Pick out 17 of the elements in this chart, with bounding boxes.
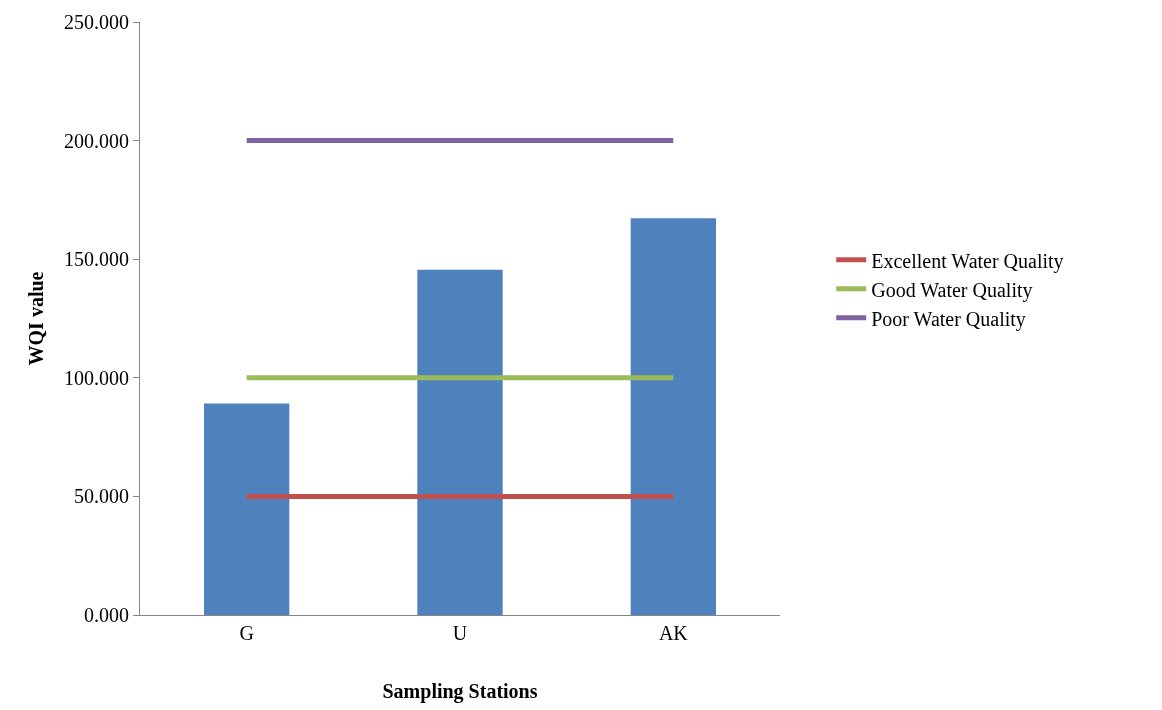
x-tick-label: G — [239, 622, 254, 644]
y-tick-label: 50.000 — [74, 485, 129, 508]
x-axis-title: Sampling Stations — [382, 679, 538, 703]
y-tick-label: 100.000 — [64, 366, 129, 389]
y-tick-label: 200.000 — [64, 129, 129, 152]
y-axis-title: WQI value — [24, 271, 47, 366]
x-tick-label: U — [452, 622, 468, 644]
bar — [204, 403, 290, 615]
bar — [630, 218, 716, 615]
legend-label: Good Water Quality — [871, 278, 1033, 302]
x-tick-label: AK — [658, 622, 689, 644]
legend-label: Poor Water Quality — [871, 307, 1026, 331]
y-tick-label: 0.000 — [84, 604, 129, 626]
bar — [417, 269, 503, 615]
legend-label: Excellent Water Quality — [871, 249, 1064, 273]
y-tick-label: 250.000 — [64, 11, 129, 33]
y-tick-label: 150.000 — [64, 248, 129, 271]
